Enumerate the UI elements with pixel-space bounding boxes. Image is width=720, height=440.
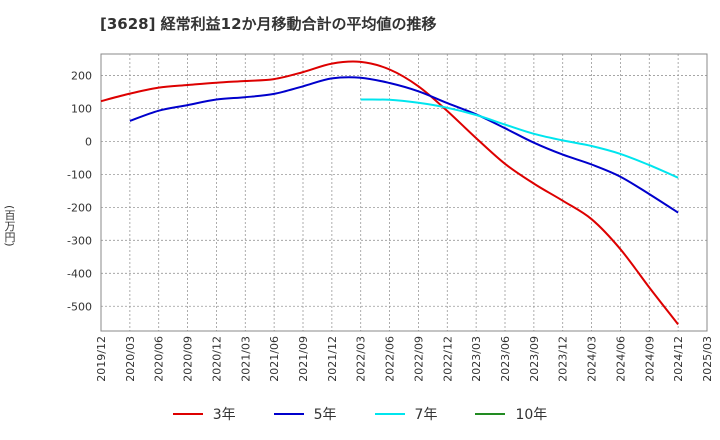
x-tick-label: 2024/06 <box>614 336 627 382</box>
x-tick-label: 2023/03 <box>470 336 483 382</box>
x-tick-label: 2022/06 <box>384 336 397 382</box>
x-tick-label: 2021/03 <box>239 336 252 382</box>
y-axis-label: (百万円) <box>3 205 16 247</box>
line-chart: 200 100 0 -100 -200 -300 -400 -500 2019/12 2020/0… <box>67 53 714 382</box>
x-tick-label: 2024/03 <box>586 336 599 382</box>
y-tick-label: -400 <box>67 267 92 280</box>
legend-item-5yr: 5年 <box>273 404 337 424</box>
x-tick-label: 2020/09 <box>182 336 195 382</box>
series-line-0 <box>100 60 679 326</box>
legend-item-10yr: 10年 <box>475 404 547 424</box>
y-tick-label: 100 <box>71 102 92 115</box>
x-tick-label: 2023/09 <box>528 336 541 382</box>
plot-frame <box>100 53 708 332</box>
series-line-2 <box>360 98 679 179</box>
x-tick-label: 2021/09 <box>297 336 310 382</box>
legend-item-3yr: 3年 <box>172 404 236 424</box>
legend-swatch-3yr <box>172 413 203 415</box>
series-line-1 <box>129 76 679 214</box>
x-tick-label: 2025/03 <box>701 336 714 382</box>
y-tick-label: 200 <box>71 69 92 82</box>
legend-label-7yr: 7年 <box>414 407 438 423</box>
x-tick-label: 2020/12 <box>210 336 223 382</box>
y-tick-label: -500 <box>67 300 92 313</box>
legend-label-5yr: 5年 <box>313 407 337 423</box>
y-tick-label: -100 <box>67 168 92 181</box>
chart-title: [3628] 経常利益12か月移動合計の平均値の推移 <box>100 15 437 33</box>
legend-label-10yr: 10年 <box>515 407 548 423</box>
x-tick-label: 2020/03 <box>124 336 137 382</box>
x-tick-label: 2022/12 <box>441 336 454 382</box>
y-tick-label: 0 <box>85 135 92 148</box>
legend-swatch-10yr <box>475 413 506 415</box>
y-tick-label: -300 <box>67 234 92 247</box>
legend: 3年 5年 7年 10年 <box>0 404 720 424</box>
x-tick-label: 2023/06 <box>499 336 512 382</box>
x-tick-label: 2021/06 <box>268 336 281 382</box>
x-tick-label: 2022/09 <box>412 336 425 382</box>
legend-item-7yr: 7年 <box>374 404 438 424</box>
legend-swatch-5yr <box>273 413 304 415</box>
plot-area <box>101 54 707 331</box>
x-tick-label: 2020/06 <box>153 336 166 382</box>
legend-label-3yr: 3年 <box>212 407 236 423</box>
y-tick-label: -200 <box>67 201 92 214</box>
x-tick-label: 2023/12 <box>557 336 570 382</box>
x-tick-label: 2019/12 <box>95 336 108 382</box>
x-tick-label: 2021/12 <box>326 336 339 382</box>
legend-swatch-7yr <box>374 413 405 415</box>
x-tick-label: 2024/12 <box>672 336 685 382</box>
x-tick-label: 2024/09 <box>643 336 656 382</box>
x-tick-label: 2022/03 <box>355 336 368 382</box>
